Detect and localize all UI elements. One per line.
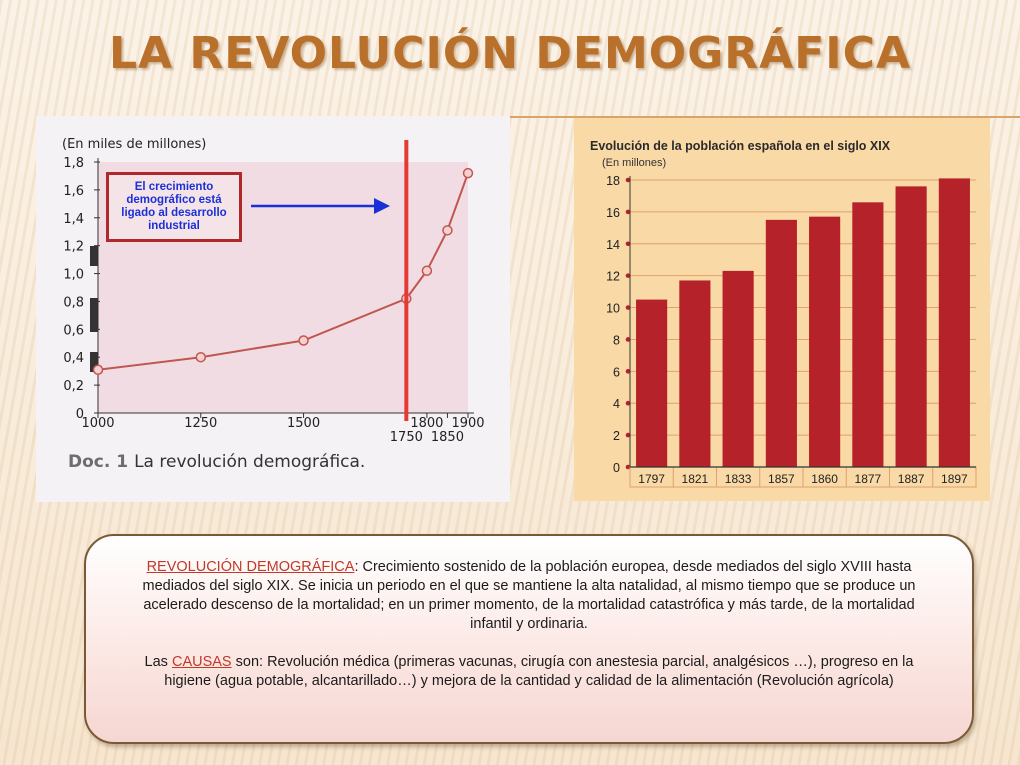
data-point [442,225,453,236]
bar [809,216,841,467]
line-chart-svg: (En miles de millones) 0 0,2 0,4 0,6 0,8 1,0 1,… [62,137,485,445]
x-tick-label: 1750 [390,430,423,445]
arrow-head [374,198,390,214]
bar [938,178,970,467]
y-tick-dot [625,432,631,438]
bar-category-label: 1887 [898,472,925,486]
y-tick-dot [625,241,631,247]
bar [679,280,711,467]
causes-text: son: Revolución médica (primeras vacunas… [164,654,914,689]
y-axis-label: (En miles de millones) [62,137,206,152]
y-tick-dot [625,400,631,406]
y-tick-label: 0,8 [63,295,84,310]
x-tick-label: 1000 [81,416,114,431]
bar-y-tick-label: 10 [606,302,620,316]
x-tick-label: 1250 [184,416,217,431]
axis-mark [90,352,98,372]
bar-y-tick-label: 8 [613,333,620,347]
y-tick-dot [625,177,631,183]
x-tick-label: 1900 [451,416,484,431]
bar [765,219,797,467]
causes-paragraph: Las CAUSAS son: Revolución médica (prime… [126,653,932,691]
x-tick-label: 1800 [410,416,443,431]
definition-text: : Crecimiento sostenido de la población … [142,559,916,632]
bar [636,299,668,467]
y-tick-label: 1,2 [63,240,84,255]
doc-caption: Doc. 1 La revolución demográfica. [68,452,365,472]
axis-mark [90,246,98,266]
callout-box: El crecimiento demográfico está ligado a… [106,172,242,242]
bar [895,186,927,467]
bar-y-axis-label: (En millones) [602,157,666,169]
y-tick-label: 0 [76,407,84,422]
x-tick-label: 1850 [431,430,464,445]
bar-category-label: 1821 [682,472,709,486]
term-causas: CAUSAS [171,654,232,670]
definition-textbox: REVOLUCIÓN DEMOGRÁFICA: Crecimiento sost… [84,534,974,744]
y-tick-label: 1,6 [63,184,84,199]
bar-y-tick-label: 0 [613,461,620,475]
axis-mark [90,298,98,332]
bar-y-tick-label: 12 [606,270,620,284]
y-tick-dot [625,337,631,342]
y-tick-label: 0,4 [63,351,84,366]
bar-y-tick-label: 4 [613,397,620,411]
bar [852,202,884,468]
bar-category-label: 1857 [768,472,795,486]
bar-y-tick-label: 14 [606,238,620,252]
y-tick-label: 1,8 [63,156,84,171]
bar [722,270,754,467]
y-tick-dot [625,209,631,215]
term-revolucion: REVOLUCIÓN DEMOGRÁFICA [146,559,355,575]
bar-chart-title: Evolución de la población española en el… [590,139,891,153]
title-divider [510,116,1020,118]
data-point [298,335,309,346]
bar-category-label: 1833 [725,472,752,486]
bar-y-tick-label: 6 [613,365,620,379]
y-tick-dot [625,369,631,374]
y-tick-dot [625,305,631,310]
data-point [462,167,474,179]
x-tick-label: 1500 [287,416,320,431]
y-tick-label: 0,2 [63,379,84,394]
bar-y-tick-label: 2 [613,429,620,443]
y-tick-label: 1,4 [63,212,84,227]
y-tick-label: 1,0 [63,268,84,283]
y-tick-label: 0,6 [63,323,84,338]
spain-population-chart: Evolución de la población española en el… [574,118,990,501]
bar-category-label: 1797 [638,472,665,486]
bar-y-tick-label: 18 [606,174,620,188]
bar-y-tick-label: 16 [606,206,620,220]
y-tick-dot [625,464,631,470]
data-point [92,364,104,376]
y-tick-dot [625,273,631,278]
causes-prefix: Las [144,654,172,670]
definition-paragraph: REVOLUCIÓN DEMOGRÁFICA: Crecimiento sost… [126,558,932,634]
bar-category-label: 1860 [811,472,838,486]
doc-caption-label: Doc. 1 [68,452,129,472]
slide-title: LA REVOLUCIÓN DEMOGRÁFICA [108,28,912,79]
bar-category-label: 1897 [941,472,968,486]
data-point [195,351,207,363]
data-point [421,265,433,277]
world-population-chart: (En miles de millones) 0 0,2 0,4 0,6 0,8 1,0 1,… [36,116,510,502]
doc-caption-text: La revolución demográfica. [134,452,366,472]
bar-category-label: 1877 [855,472,882,486]
bar-chart-svg: Evolución de la población española en el… [590,139,977,488]
